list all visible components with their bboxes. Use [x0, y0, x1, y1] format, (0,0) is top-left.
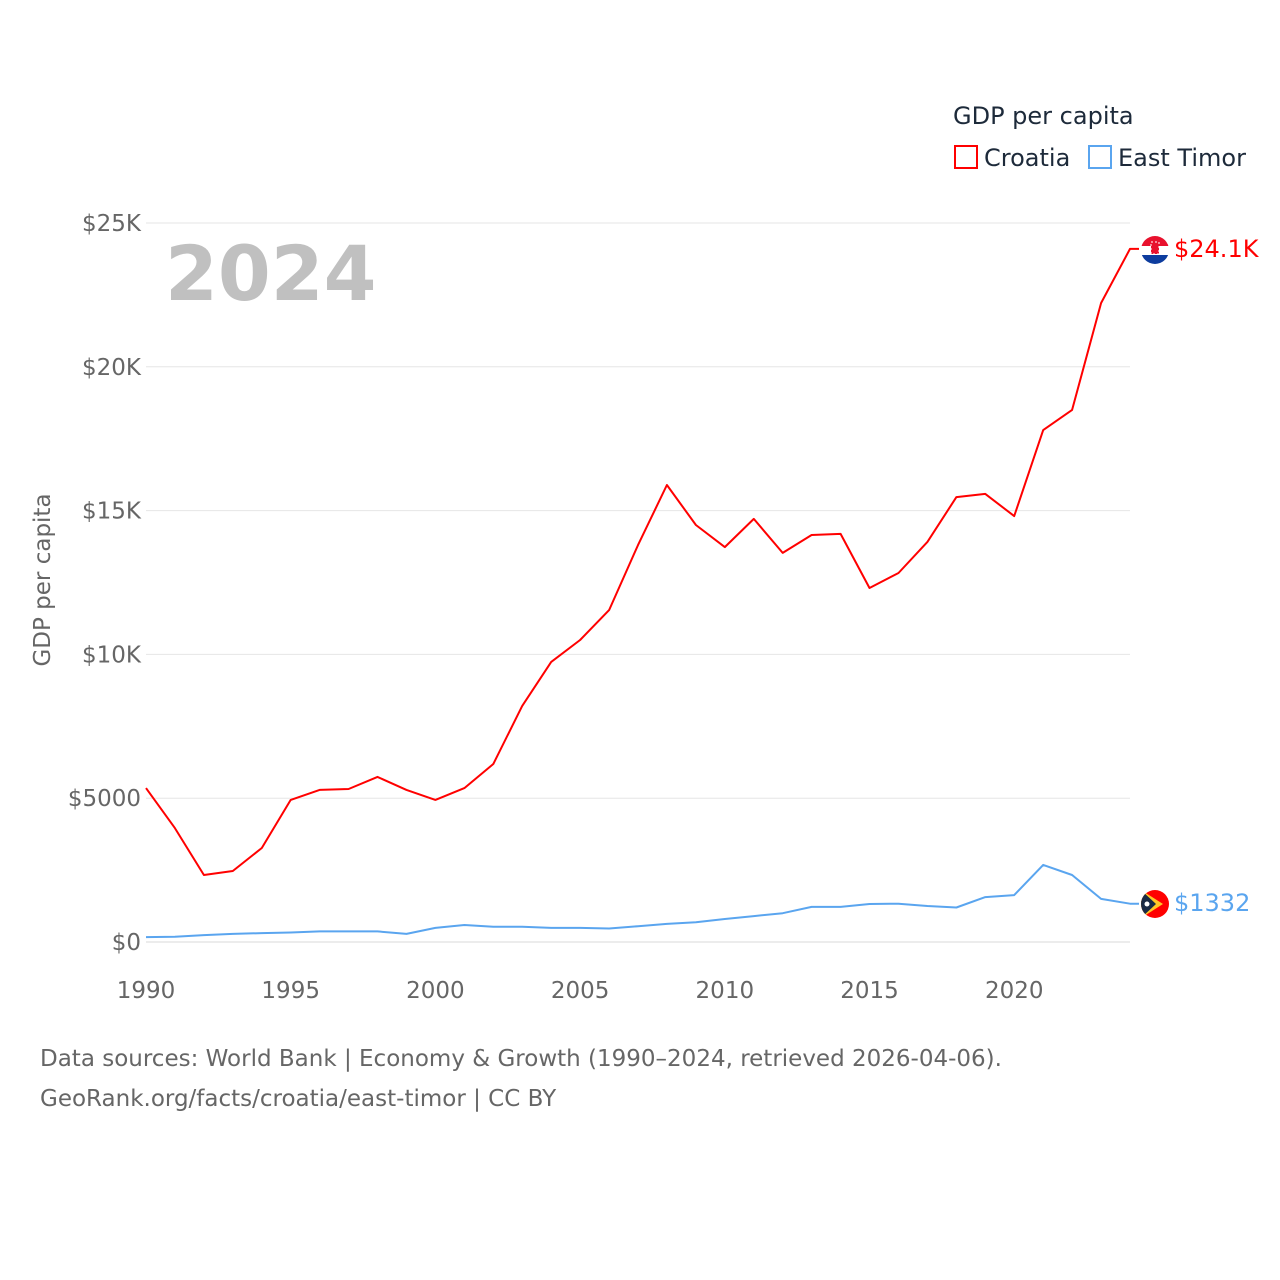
legend-swatch-east-timor	[1088, 145, 1112, 169]
year-watermark: 2024	[165, 229, 377, 318]
y-tick-label: $15K	[82, 499, 142, 525]
x-tick-label: 2010	[696, 978, 755, 1004]
series-line-east-timor	[145, 863, 1139, 939]
legend-item-east-timor[interactable]: East Timor	[1088, 144, 1246, 172]
x-tick-label: 2020	[985, 978, 1044, 1004]
croatia-flag-icon	[1141, 236, 1169, 264]
y-tick-label: $20K	[82, 355, 142, 381]
east-timor-flag-icon	[1141, 890, 1169, 918]
x-tick-label: 2015	[840, 978, 899, 1004]
x-tick-label: 2000	[406, 978, 465, 1004]
legend-title: GDP per capita	[953, 102, 1134, 130]
y-tick-label: $25K	[82, 211, 142, 237]
x-tick-label: 1990	[117, 978, 176, 1004]
y-tick-label: $5000	[68, 786, 141, 812]
x-tick-label: 2005	[551, 978, 610, 1004]
y-tick-label: $0	[112, 930, 141, 956]
east-timor-end-label: $1332	[1174, 889, 1250, 917]
legend-swatch-croatia	[954, 145, 978, 169]
legend-label-east-timor: East Timor	[1118, 144, 1246, 172]
footer-link[interactable]: GeoRank.org/facts/croatia/east-timor | C…	[40, 1086, 557, 1112]
croatia-end-label: $24.1K	[1174, 235, 1260, 263]
legend-label-croatia: Croatia	[984, 144, 1070, 172]
y-axis-label: GDP per capita	[30, 493, 56, 666]
footer-sources: Data sources: World Bank | Economy & Gro…	[40, 1046, 1002, 1072]
series-line-croatia	[145, 247, 1139, 876]
x-tick-label: 1995	[261, 978, 320, 1004]
y-tick-label: $10K	[82, 642, 142, 668]
legend-item-croatia[interactable]: Croatia	[954, 144, 1070, 172]
